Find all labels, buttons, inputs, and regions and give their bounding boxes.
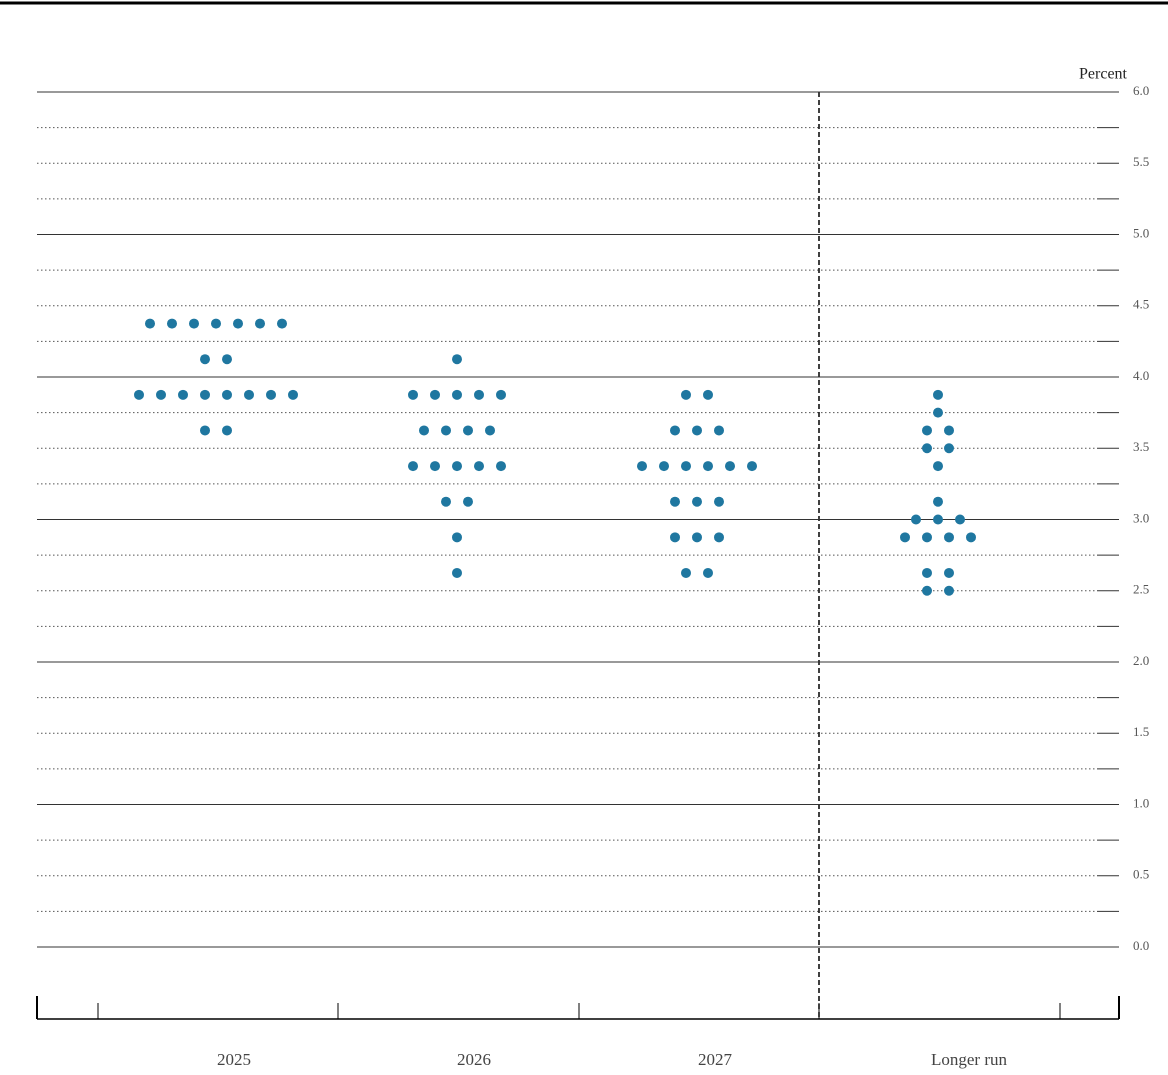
dot [670, 425, 680, 436]
dot [692, 425, 702, 436]
dot [944, 443, 954, 454]
x-tick-label: 2026 [457, 1050, 491, 1069]
dot [222, 389, 232, 400]
y-tick-label: 6.0 [1133, 83, 1149, 98]
dot [145, 318, 155, 329]
x-tick-label: Longer run [931, 1050, 1008, 1069]
dot [747, 461, 757, 472]
dot [911, 514, 921, 525]
dot [200, 354, 210, 365]
dot [474, 461, 484, 472]
dot [714, 496, 724, 507]
dot [255, 318, 265, 329]
dot [452, 354, 462, 365]
y-tick-label: 4.5 [1133, 297, 1149, 312]
dot [430, 389, 440, 400]
dot [222, 354, 232, 365]
dot [441, 496, 451, 507]
y-tick-label: 2.0 [1133, 653, 1149, 668]
dot [408, 461, 418, 472]
dot [681, 461, 691, 472]
dot [670, 496, 680, 507]
dot [474, 389, 484, 400]
dot [452, 389, 462, 400]
dot [463, 425, 473, 436]
dot [200, 425, 210, 436]
dot [452, 532, 462, 543]
dot [933, 407, 943, 418]
dot [922, 532, 932, 543]
dot [134, 389, 144, 400]
dot [156, 389, 166, 400]
dot [714, 425, 724, 436]
dot [211, 318, 221, 329]
dot [966, 532, 976, 543]
dot [703, 461, 713, 472]
dot [222, 425, 232, 436]
dot [922, 425, 932, 436]
dot [178, 389, 188, 400]
dot [944, 567, 954, 578]
y-tick-label: 1.0 [1133, 795, 1149, 810]
dot [681, 389, 691, 400]
dot [900, 532, 910, 543]
dot [933, 514, 943, 525]
dot [189, 318, 199, 329]
dot [288, 389, 298, 400]
dot [922, 567, 932, 578]
dot [681, 567, 691, 578]
dot [725, 461, 735, 472]
dot [670, 532, 680, 543]
x-tick-label: 2027 [698, 1050, 733, 1069]
dot [452, 567, 462, 578]
y-axis-label: Percent [1079, 66, 1128, 83]
dot [266, 389, 276, 400]
dot [167, 318, 177, 329]
dot [692, 532, 702, 543]
dot [944, 585, 954, 596]
dot [944, 532, 954, 543]
y-tick-label: 5.5 [1133, 154, 1149, 169]
dot [933, 461, 943, 472]
dot [430, 461, 440, 472]
dot [200, 389, 210, 400]
y-tick-label: 0.0 [1133, 938, 1149, 953]
dot [955, 514, 965, 525]
dot [233, 318, 243, 329]
y-tick-label: 3.0 [1133, 510, 1149, 525]
dot [463, 496, 473, 507]
dot [485, 425, 495, 436]
x-tick-label: 2025 [217, 1050, 251, 1069]
dot [408, 389, 418, 400]
dot [714, 532, 724, 543]
y-tick-label: 1.5 [1133, 724, 1149, 739]
dot [944, 425, 954, 436]
dot [637, 461, 647, 472]
dot [922, 443, 932, 454]
dot [496, 389, 506, 400]
y-tick-label: 5.0 [1133, 225, 1149, 240]
dot [419, 425, 429, 436]
dot [692, 496, 702, 507]
y-tick-label: 4.0 [1133, 368, 1149, 383]
y-tick-label: 3.5 [1133, 439, 1149, 454]
dot [933, 389, 943, 400]
dot [496, 461, 506, 472]
dot [659, 461, 669, 472]
y-tick-label: 2.5 [1133, 582, 1149, 597]
dot [933, 496, 943, 507]
dot [441, 425, 451, 436]
y-tick-label: 0.5 [1133, 867, 1149, 882]
dot [277, 318, 287, 329]
dot [244, 389, 254, 400]
dot [922, 585, 932, 596]
dot [703, 389, 713, 400]
dot [452, 461, 462, 472]
dot [703, 567, 713, 578]
